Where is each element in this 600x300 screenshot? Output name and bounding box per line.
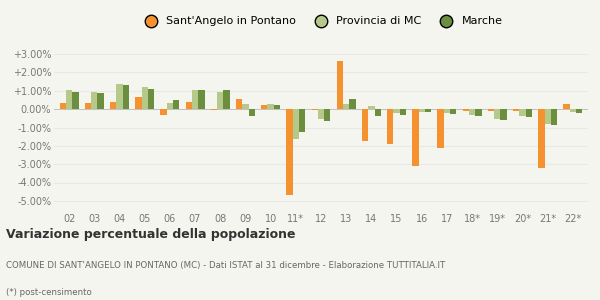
Bar (135, 97, 142, 109)
Bar (192, 90, 198, 109)
Bar (142, 87, 148, 109)
Bar (324, 109, 331, 121)
Bar (343, 104, 349, 109)
Bar (248, 109, 255, 116)
Bar (463, 109, 469, 111)
Bar (91, 92, 97, 109)
Bar (576, 109, 583, 113)
Bar (538, 109, 545, 168)
Bar (450, 109, 457, 114)
Bar (110, 102, 116, 109)
Bar (286, 109, 293, 195)
Bar (318, 109, 324, 119)
Bar (148, 89, 154, 109)
Bar (425, 109, 431, 112)
Bar (475, 109, 482, 116)
Bar (437, 109, 444, 148)
Bar (293, 109, 299, 140)
Bar (185, 102, 192, 109)
Bar (368, 106, 374, 109)
Bar (545, 109, 551, 124)
Bar (242, 104, 248, 109)
Bar (394, 109, 400, 113)
Bar (337, 61, 343, 109)
Legend: Sant'Angelo in Pontano, Provincia di MC, Marche: Sant'Angelo in Pontano, Provincia di MC,… (137, 14, 505, 29)
Bar (59, 103, 66, 109)
Bar (419, 109, 425, 112)
Text: (*) post-censimento: (*) post-censimento (6, 288, 92, 297)
Bar (274, 105, 280, 109)
Bar (223, 90, 230, 109)
Bar (217, 92, 223, 109)
Bar (469, 109, 475, 115)
Bar (211, 109, 217, 110)
Bar (85, 103, 91, 109)
Text: COMUNE DI SANT'ANGELO IN PONTANO (MC) - Dati ISTAT al 31 dicembre - Elaborazione: COMUNE DI SANT'ANGELO IN PONTANO (MC) - … (6, 261, 445, 270)
Bar (444, 109, 450, 113)
Bar (520, 109, 526, 116)
Bar (268, 104, 274, 109)
Bar (116, 84, 122, 109)
Text: Variazione percentuale della popolazione: Variazione percentuale della popolazione (6, 228, 296, 241)
Bar (400, 109, 406, 115)
Bar (494, 109, 500, 119)
Bar (66, 90, 72, 109)
Bar (349, 99, 356, 109)
Bar (374, 109, 381, 116)
Bar (160, 109, 167, 115)
Bar (72, 92, 79, 109)
Bar (551, 109, 557, 125)
Bar (513, 109, 520, 111)
Bar (122, 85, 129, 109)
Bar (570, 109, 576, 112)
Bar (198, 90, 205, 109)
Bar (526, 109, 532, 117)
Bar (97, 93, 104, 109)
Bar (173, 100, 179, 109)
Bar (299, 109, 305, 132)
Bar (488, 109, 494, 111)
Bar (412, 109, 419, 166)
Bar (500, 109, 507, 120)
Bar (362, 109, 368, 141)
Bar (563, 104, 570, 109)
Bar (311, 109, 318, 110)
Bar (167, 103, 173, 109)
Bar (261, 106, 268, 109)
Bar (236, 99, 242, 109)
Bar (387, 109, 394, 144)
